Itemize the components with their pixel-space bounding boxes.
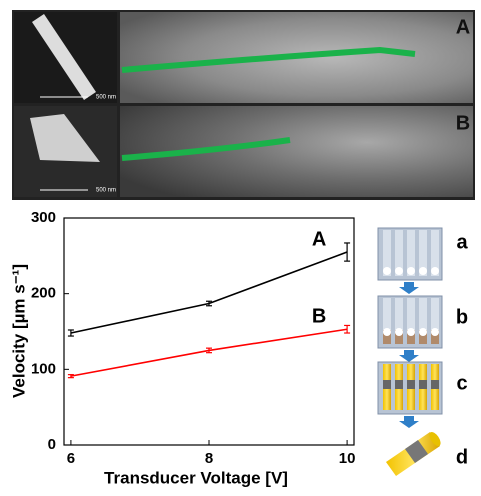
page: 500 nm A 500 nm B a b c d Transducer Vol… bbox=[0, 0, 481, 496]
figure: 500 nm A 500 nm B a b c d Transducer Vol… bbox=[0, 0, 481, 491]
step-label: a bbox=[456, 231, 468, 253]
schematic bbox=[378, 228, 443, 476]
plot-frame bbox=[64, 218, 354, 445]
y-tick-label: 300 bbox=[31, 209, 56, 226]
series-label: A bbox=[312, 228, 326, 250]
series-label: B bbox=[312, 306, 326, 328]
step-label: d bbox=[456, 446, 468, 468]
x-tick-label: 8 bbox=[205, 450, 213, 467]
arrow bbox=[399, 282, 419, 294]
step-label: c bbox=[456, 372, 467, 394]
x-axis-label: Transducer Voltage [V] bbox=[104, 468, 288, 487]
y-tick-label: 0 bbox=[48, 436, 56, 453]
arrow bbox=[399, 416, 419, 428]
panel-label: B bbox=[456, 112, 470, 134]
x-tick-label: 6 bbox=[67, 450, 75, 467]
scale-label: 500 nm bbox=[96, 95, 116, 101]
x-tick-label: 10 bbox=[339, 450, 356, 467]
arrow bbox=[399, 350, 419, 362]
y-tick-label: 100 bbox=[31, 360, 56, 377]
panel-label: A bbox=[456, 16, 470, 38]
scale-label: 500 nm bbox=[96, 188, 116, 194]
y-tick-label: 200 bbox=[31, 285, 56, 302]
y-axis-label: Velocity [µm s⁻¹] bbox=[9, 264, 28, 398]
data-line bbox=[71, 252, 347, 333]
step-label: b bbox=[456, 306, 468, 328]
